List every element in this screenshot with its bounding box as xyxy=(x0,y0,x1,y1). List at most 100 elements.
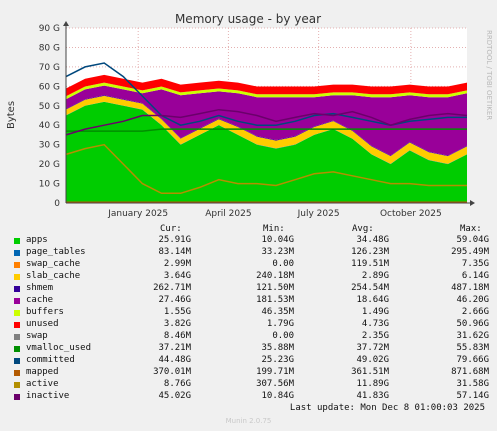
legend-max-value: 487.18M xyxy=(451,283,489,293)
legend-min-value: 0.00 xyxy=(272,259,294,269)
y-axis-label: Bytes xyxy=(6,101,17,129)
legend-min-value: 10.04G xyxy=(261,235,294,245)
legend-min-value: 33.23M xyxy=(261,247,294,257)
plot-series-lines xyxy=(65,62,468,203)
y-tick-labels: 0 10 G 20 G 30 G 40 G 50 G 60 G 70 G 80 G 90 G xyxy=(39,24,61,209)
legend-max-value: 46.20G xyxy=(456,295,489,305)
legend-cur-value: 44.48G xyxy=(158,355,191,365)
legend-min-value: 46.35M xyxy=(261,307,294,317)
legend-min-value: 199.71M xyxy=(256,367,294,377)
legend-swatch xyxy=(14,346,20,352)
x-tick-labels: January 2025 April 2025 July 2025 October 2… xyxy=(107,209,442,219)
legend-series-name: apps xyxy=(26,235,48,245)
legend-swatch xyxy=(14,298,20,304)
series-line-active xyxy=(65,143,467,195)
y-tick-label: 50 G xyxy=(39,102,60,112)
y-tick-label: 60 G xyxy=(39,82,60,92)
last-update-text: Last update: Mon Dec 8 01:00:03 2025 xyxy=(289,403,485,413)
legend-max-value: 31.58G xyxy=(456,379,489,389)
legend-cur-value: 3.64G xyxy=(163,271,191,281)
y-axis-arrow xyxy=(63,21,69,26)
series-area-buffers xyxy=(66,82,467,100)
y-tick-label: 30 G xyxy=(39,141,60,151)
legend-min-value: 240.18M xyxy=(256,271,294,281)
y-tick-label: 40 G xyxy=(39,121,60,131)
rrdtool-side-label: RRDTOOL / TOBI OETIKER xyxy=(485,30,493,120)
legend-max-value: 31.62G xyxy=(456,331,489,341)
legend-cur-value: 8.46M xyxy=(163,331,191,341)
legend-min-value: 307.56M xyxy=(256,379,294,389)
legend-row-shmem: shmem 262.71M 121.50M 254.54M 487.18M xyxy=(0,283,497,295)
y-tick-label: 10 G xyxy=(39,180,60,190)
legend-min-value: 25.23G xyxy=(261,355,294,365)
legend-cur-value: 8.76G xyxy=(163,379,191,389)
legend-avg-value: 119.51M xyxy=(351,259,389,269)
legend-swatch xyxy=(14,382,20,388)
y-tick-label: 0 xyxy=(54,199,60,209)
legend-max-value: 55.83M xyxy=(456,343,489,353)
legend-avg-value: 361.51M xyxy=(351,367,389,377)
legend-cur-value: 2.99M xyxy=(163,259,191,269)
series-area-apps xyxy=(66,101,467,203)
legend-avg-value: 254.54M xyxy=(351,283,389,293)
x-tick-label: July 2025 xyxy=(297,209,340,219)
legend-row-swap: swap 8.46M 0.00 2.35G 31.62G xyxy=(0,331,497,343)
y-tick-label: 90 G xyxy=(39,24,60,34)
legend-min-value: 35.88M xyxy=(261,343,294,353)
legend-max-value: 59.04G xyxy=(456,235,489,245)
legend-min-value: 1.79G xyxy=(266,319,294,329)
legend-series-name: committed xyxy=(26,355,75,365)
legend-cur-value: 262.71M xyxy=(153,283,191,293)
legend-cur-value: 27.46G xyxy=(158,295,191,305)
legend-swatch xyxy=(14,286,20,292)
legend-swatch xyxy=(14,370,20,376)
legend-min-value: 121.50M xyxy=(256,283,294,293)
legend-min-value: 10.84G xyxy=(261,391,294,401)
legend-row-unused: unused 3.82G 1.79G 4.73G 50.96G xyxy=(0,319,497,331)
series-line-committed xyxy=(65,62,467,126)
legend-header-avg: Avg: xyxy=(352,224,374,234)
legend-max-value: 57.14G xyxy=(456,391,489,401)
legend-max-value: 871.68M xyxy=(451,367,489,377)
legend-max-value: 2.66G xyxy=(461,307,489,317)
legend-series-name: inactive xyxy=(26,391,70,401)
series-area-cache xyxy=(66,85,467,156)
legend-max-value: 295.49M xyxy=(451,247,489,257)
legend-cur-value: 3.82G xyxy=(163,319,191,329)
legend-cur-value: 83.14M xyxy=(158,247,191,257)
series-area-unused xyxy=(66,74,467,97)
legend-swatch xyxy=(14,310,20,316)
memory-usage-chart: Memory usage - by year Bytes RRDTOOL / T… xyxy=(6,12,493,219)
legend-series-name: cache xyxy=(26,295,54,305)
legend-series-name: mapped xyxy=(26,367,59,377)
legend-swatch xyxy=(14,274,20,280)
legend-series-name: unused xyxy=(26,319,59,329)
legend-row-active: active 8.76G 307.56M 11.89G 31.58G xyxy=(0,379,497,391)
legend-cur-value: 25.91G xyxy=(158,235,191,245)
legend-series-name: buffers xyxy=(26,307,64,317)
legend-swatch xyxy=(14,250,20,256)
legend-header-cur: Cur: xyxy=(160,224,182,234)
legend-max-value: 79.66G xyxy=(456,355,489,365)
legend-series-name: shmem xyxy=(26,283,54,293)
chart-title: Memory usage - by year xyxy=(175,12,321,26)
legend-avg-value: 4.73G xyxy=(361,319,389,329)
x-tick-label: April 2025 xyxy=(205,209,251,219)
legend-avg-value: 11.89G xyxy=(356,379,389,389)
legend-avg-value: 2.35G xyxy=(361,331,389,341)
legend-avg-value: 126.23M xyxy=(351,247,389,257)
legend-series-name: swap_cache xyxy=(26,259,81,269)
legend-max-value: 6.14G xyxy=(461,271,489,281)
legend-avg-value: 37.72M xyxy=(356,343,389,353)
legend-min-value: 0.00 xyxy=(272,331,294,341)
legend-swatch xyxy=(14,322,20,328)
series-area-slab-cache xyxy=(66,95,467,164)
legend-avg-value: 18.64G xyxy=(356,295,389,305)
legend-swatch xyxy=(14,358,20,364)
legend-avg-value: 49.02G xyxy=(356,355,389,365)
legend-series-name: vmalloc_used xyxy=(26,343,92,353)
legend-row-buffers: buffers 1.55G 46.35M 1.49G 2.66G xyxy=(0,307,497,319)
legend-row-swap-cache: swap_cache 2.99M 0.00 119.51M 7.35G xyxy=(0,259,497,271)
series-line-vmalloc-used xyxy=(66,128,467,132)
legend-series-name: slab_cache xyxy=(26,271,81,281)
